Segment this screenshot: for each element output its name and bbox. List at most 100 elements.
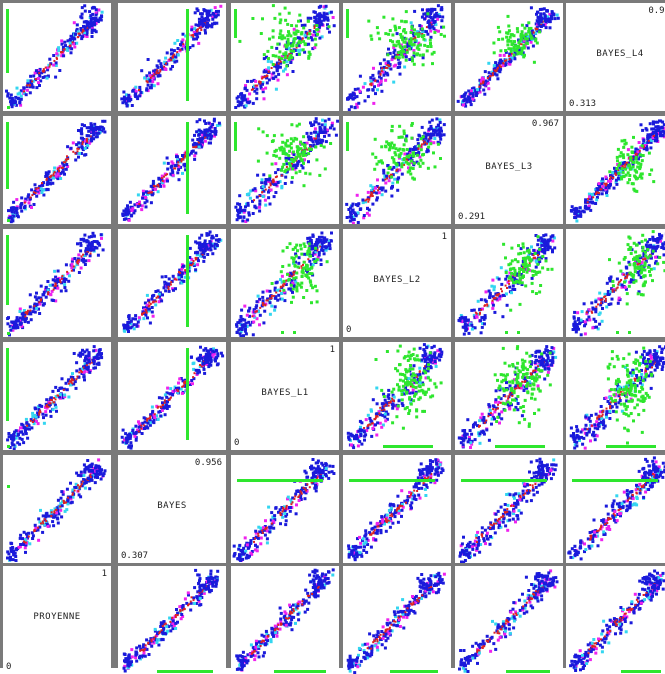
scatter-plot [231,3,339,111]
data-point [247,321,250,324]
data-point [616,278,619,281]
data-point [422,135,425,138]
data-point [56,287,59,290]
data-point [84,263,87,266]
data-point [431,119,434,122]
data-point [280,292,283,295]
data-point [403,132,406,135]
data-point [122,91,125,94]
data-point [437,124,440,127]
data-point [372,102,375,105]
data-point [211,18,214,21]
scatter-plot [3,116,111,224]
data-point [376,163,379,166]
data-point [66,47,69,50]
data-point [388,143,391,146]
data-point [82,141,84,143]
data-point [349,212,352,215]
data-point [300,253,303,256]
data-point [122,324,125,327]
data-point [180,49,182,51]
data-point [63,49,65,51]
data-point [391,56,394,59]
data-point [55,64,58,67]
data-point [628,263,631,266]
data-point [143,77,146,80]
data-point [511,42,514,45]
data-point [258,323,261,326]
data-point [93,123,96,126]
data-point [349,96,352,99]
data-point [269,298,271,300]
data-point [148,308,151,311]
data-point [256,196,259,199]
data-point [204,140,207,143]
data-point [292,151,295,154]
data-point [90,253,92,255]
data-point [574,320,577,323]
data-point [576,311,579,314]
data-point [210,248,213,251]
data-point [594,320,597,323]
data-point [605,300,607,302]
data-point [479,312,481,314]
data-point [636,266,639,269]
data-point [401,173,404,176]
data-point [293,164,296,167]
data-point [297,153,300,156]
data-point [652,180,655,183]
data-point [645,148,648,151]
data-point [510,291,513,294]
data-point [633,264,636,267]
data-point [601,185,604,188]
data-point [41,184,44,187]
data-point [52,54,55,57]
data-point [211,235,214,238]
data-point [192,34,194,36]
data-point [288,145,291,148]
data-point [61,278,63,280]
data-point [261,191,263,193]
data-point [204,122,207,125]
data-point [197,259,200,262]
data-point [369,184,372,187]
data-point [249,197,252,200]
scatter-plot [566,116,665,224]
data-point [270,189,273,192]
data-point [413,162,416,165]
data-point [211,252,214,255]
data-point [517,252,520,255]
data-point [193,260,195,262]
data-point [239,93,242,96]
data-point [268,187,270,189]
data-point [624,256,627,259]
data-point [655,239,658,242]
data-point [522,275,525,278]
data-point [304,24,307,27]
data-point [9,216,12,219]
data-point-strip [346,122,349,151]
data-point [234,206,237,209]
data-point [335,134,338,137]
data-point [154,290,157,293]
data-point [159,70,161,72]
data-point [641,234,644,237]
data-point [214,133,217,136]
data-point [88,10,91,13]
data-point [323,146,326,149]
data-point [62,167,64,169]
data-point [601,298,603,300]
data-point [598,185,601,188]
data-point [654,256,657,259]
data-point [38,72,40,74]
data-point [333,24,336,27]
data-point [400,165,403,168]
scatter-panel [3,342,111,450]
data-point [272,4,275,7]
data-point [18,101,21,104]
data-point [370,34,373,37]
data-point [616,159,619,162]
data-point [265,189,267,191]
data-point [280,169,283,172]
data-point [323,135,326,138]
